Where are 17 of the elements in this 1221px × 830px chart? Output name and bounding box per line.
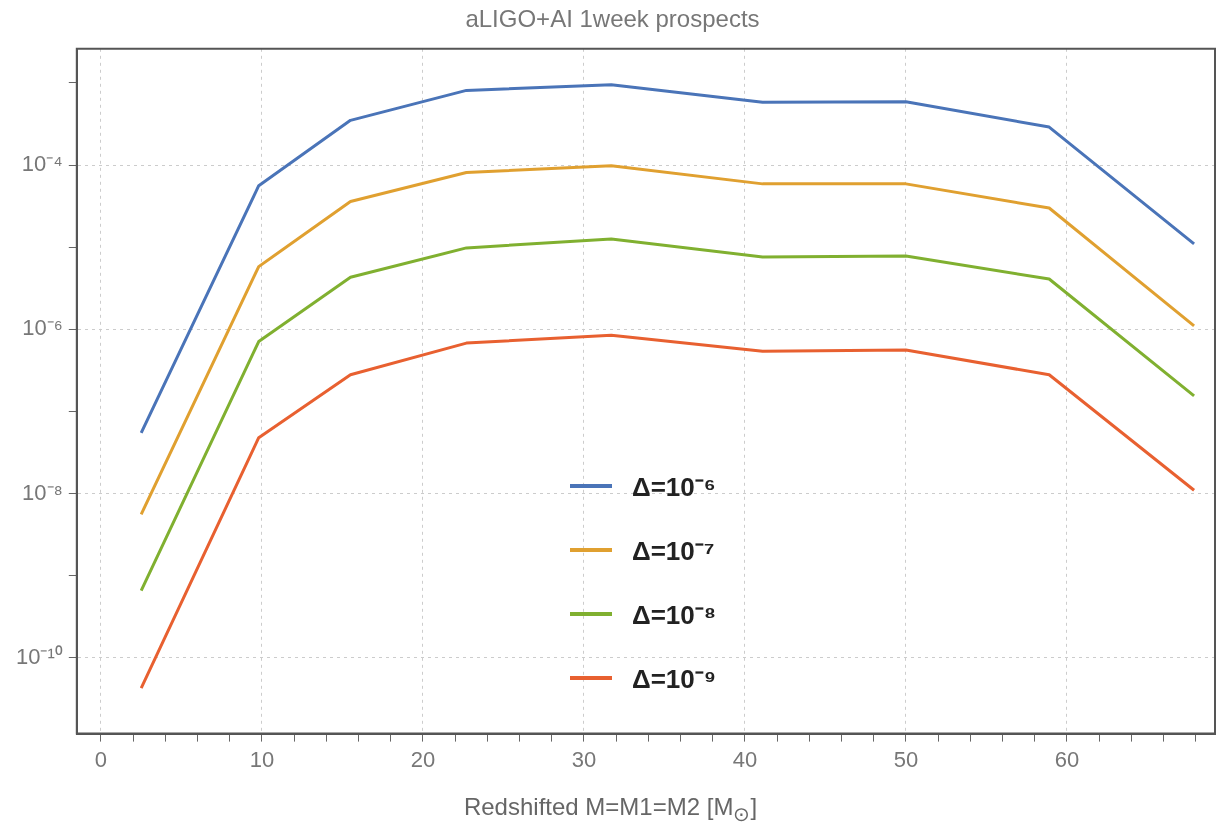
y-tick-label: 10⁻¹⁰ [16,644,63,670]
legend-label: Δ=10⁻⁹ [632,663,717,696]
chart-title: aLIGO+AI 1week prospects [465,5,760,33]
x-tick-label: 50 [893,746,919,772]
legend-label: Δ=10⁻⁸ [632,599,717,632]
x-tick-label: 40 [732,746,758,772]
x-tick-label: 10 [249,746,275,772]
legend-label: Δ=10⁻⁷ [632,535,715,568]
y-tick-label: 10⁻⁸ [22,479,63,505]
x-tick-label: 0 [94,746,108,772]
x-tick-label: 60 [1054,746,1080,772]
x-tick-label: 20 [410,746,436,772]
legend-label: Δ=10⁻⁶ [632,471,716,504]
y-tick-label: 10⁻⁴ [21,151,63,177]
x-axis-title: Redshifted M=M1=M2 [M$_{⊙}$] [462,793,759,826]
x-tick-label: 30 [571,746,597,772]
y-tick-label: 10⁻⁶ [22,315,63,341]
